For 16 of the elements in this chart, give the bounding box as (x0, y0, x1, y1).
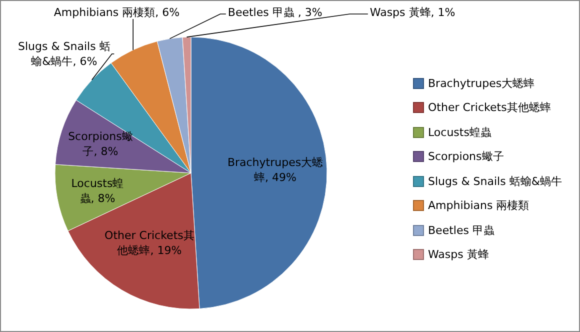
data-label: Brachytrupes大蟋蟀, 49% (227, 155, 324, 186)
legend-label: Brachytrupes大蟋蟀 (428, 76, 535, 91)
data-label: Slugs & Snails 蛞蝓&蝸牛, 6% (16, 38, 112, 69)
legend-label: Wasps 黃蜂 (428, 247, 489, 262)
data-label: Scorpions蠍子, 8% (67, 128, 134, 159)
legend-label: Amphibians 兩棲類 (428, 198, 530, 214)
legend-label: Slugs & Snails 蛞蝓&蝸牛 (428, 174, 562, 189)
legend-label: Other Crickets其他蟋蟀 (428, 100, 551, 116)
data-label: Beetles 甲蟲 , 3% (228, 5, 322, 20)
data-label: Locusts蝗蟲, 8% (70, 176, 125, 206)
data-label: Amphibians 兩棲類, 6% (54, 5, 180, 20)
data-label: Other Crickets其他蟋蟀, 19% (104, 228, 196, 258)
legend-label: Locusts蝗蟲 (428, 124, 492, 140)
data-label: Wasps 黃蜂, 1% (370, 5, 456, 20)
legend-label: Scorpions蠍子 (428, 149, 504, 164)
legend-label: Beetles 甲蟲 (428, 222, 494, 238)
